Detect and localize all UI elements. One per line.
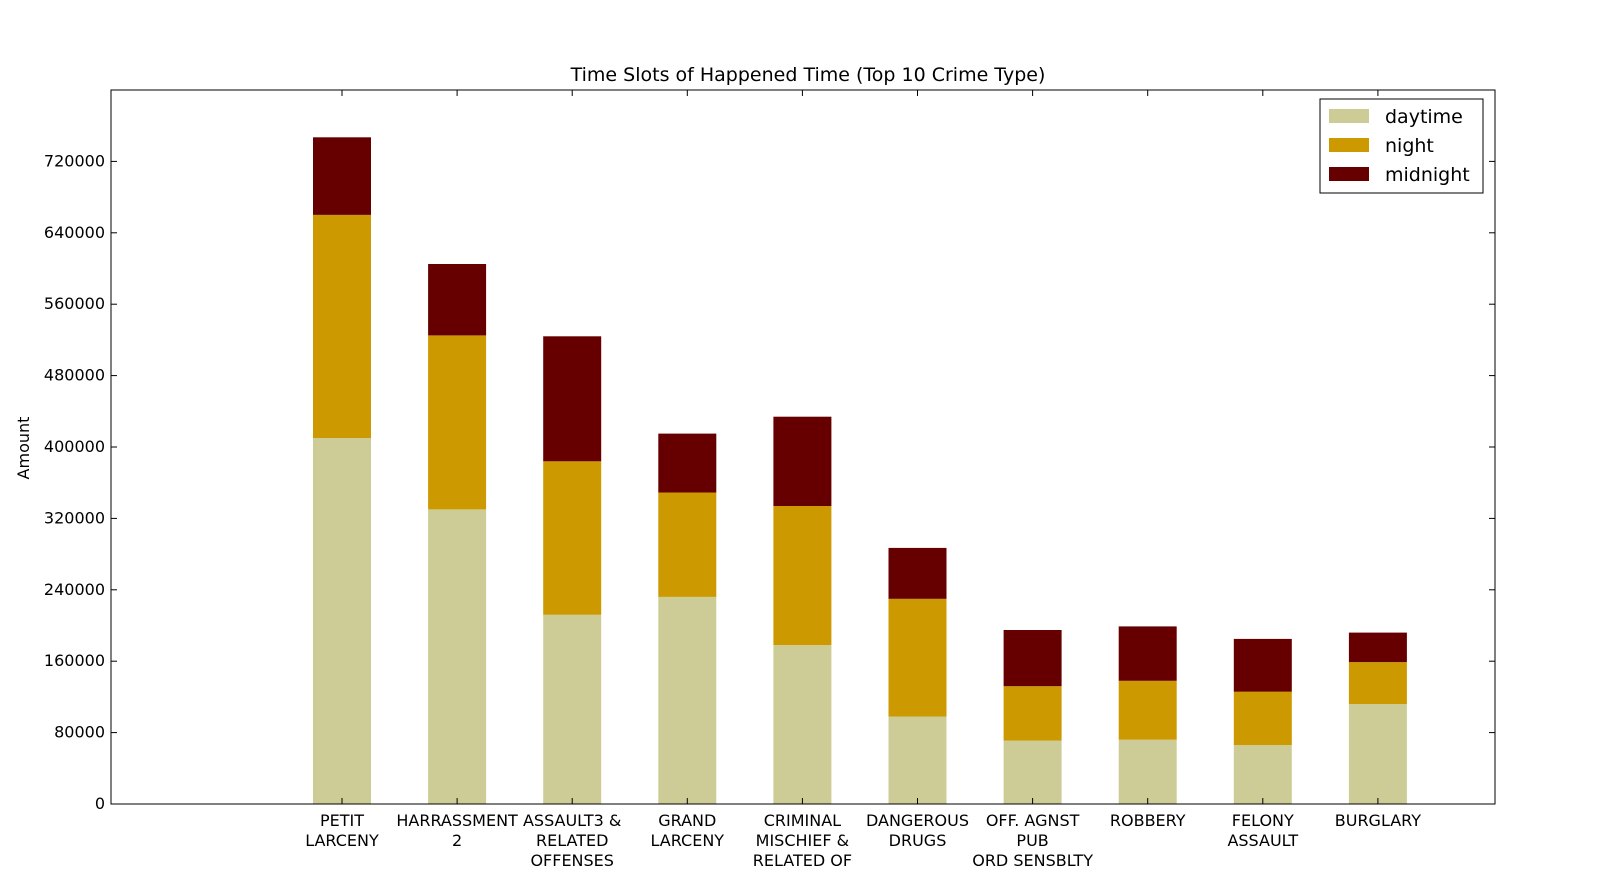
x-tick-label: ASSAULT3 & RELATED OFFENSES: [523, 811, 621, 870]
bar-daytime-3: [658, 596, 717, 804]
bar-midnight-4: [773, 416, 832, 506]
legend-swatch-midnight: [1329, 167, 1369, 181]
legend-swatch-night: [1329, 138, 1369, 152]
bar-night-4: [773, 505, 832, 646]
bar-midnight-8: [1233, 638, 1292, 692]
bar-daytime-4: [773, 645, 832, 804]
bar-night-2: [543, 461, 602, 615]
bar-daytime-5: [888, 716, 947, 804]
bar-night-9: [1348, 662, 1407, 704]
y-tick-label: 80000: [54, 723, 105, 742]
y-tick-label: 720000: [44, 151, 105, 170]
bar-daytime-7: [1118, 739, 1177, 804]
x-tick-label: FELONY ASSAULT: [1227, 811, 1298, 850]
x-tick-label: PETIT LARCENY: [305, 811, 379, 850]
bar-midnight-1: [428, 264, 487, 336]
x-tick-label: ROBBERY: [1110, 811, 1186, 830]
bar-midnight-7: [1118, 626, 1177, 681]
bar-night-1: [428, 335, 487, 510]
bar-night-3: [658, 492, 717, 597]
bar-daytime-9: [1348, 704, 1407, 804]
bar-midnight-2: [543, 336, 602, 462]
bar-midnight-6: [1003, 630, 1062, 687]
x-tick-label: OFF. AGNST PUB ORD SENSBLTY: [972, 811, 1093, 870]
bars-layer: [313, 137, 1407, 804]
legend: daytime night midnight: [1319, 98, 1484, 194]
bar-night-7: [1118, 680, 1177, 740]
bar-night-6: [1003, 686, 1062, 741]
x-tick-label: DANGEROUS DRUGS: [866, 811, 969, 850]
chart-title: Time Slots of Happened Time (Top 10 Crim…: [570, 64, 1046, 86]
bar-daytime-2: [543, 614, 602, 804]
bar-night-5: [888, 598, 947, 717]
x-tick-label: HARRASSMENT 2: [396, 811, 518, 850]
legend-label-night: night: [1385, 135, 1434, 157]
y-tick-label: 0: [95, 794, 105, 813]
legend-label-midnight: midnight: [1385, 164, 1470, 186]
y-tick-label: 160000: [44, 651, 105, 670]
x-tick-label: BURGLARY: [1335, 811, 1422, 830]
y-tick-label: 400000: [44, 437, 105, 456]
y-tick-label: 640000: [44, 223, 105, 242]
bar-daytime-1: [428, 509, 487, 804]
y-tick-label: 240000: [44, 580, 105, 599]
x-tick-label: CRIMINAL MISCHIEF & RELATED OF: [753, 811, 852, 870]
bar-daytime-8: [1233, 745, 1292, 804]
plot-frame: [110, 89, 1496, 805]
bar-night-8: [1233, 691, 1292, 746]
bar-midnight-5: [888, 547, 947, 599]
x-tick-label: GRAND LARCENY: [651, 811, 725, 850]
bar-midnight-9: [1348, 632, 1407, 663]
y-tick-label: 480000: [44, 366, 105, 385]
bar-daytime-0: [313, 438, 371, 804]
legend-label-daytime: daytime: [1385, 106, 1463, 128]
bar-midnight-3: [658, 433, 717, 493]
y-axis-ticks: 0 80000 160000 240000 320000 400000 480000 5600…: [44, 151, 1495, 813]
y-tick-label: 560000: [44, 294, 105, 313]
legend-swatch-daytime: [1329, 109, 1369, 123]
bar-night-0: [313, 215, 371, 439]
y-axis-label: Amount: [14, 417, 33, 480]
y-tick-label: 320000: [44, 508, 105, 527]
bar-daytime-6: [1003, 740, 1062, 804]
bar-midnight-0: [313, 137, 371, 215]
